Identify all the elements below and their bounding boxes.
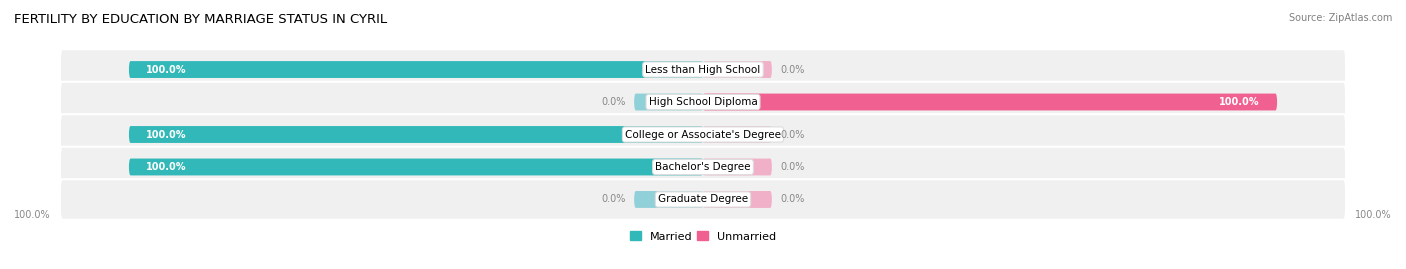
FancyBboxPatch shape: [703, 126, 772, 143]
FancyBboxPatch shape: [129, 126, 703, 143]
Text: High School Diploma: High School Diploma: [648, 97, 758, 107]
Text: FERTILITY BY EDUCATION BY MARRIAGE STATUS IN CYRIL: FERTILITY BY EDUCATION BY MARRIAGE STATU…: [14, 13, 387, 26]
Text: 100.0%: 100.0%: [146, 129, 187, 140]
Text: College or Associate's Degree: College or Associate's Degree: [626, 129, 780, 140]
Legend: Married, Unmarried: Married, Unmarried: [626, 227, 780, 246]
FancyBboxPatch shape: [60, 49, 1346, 90]
Text: 100.0%: 100.0%: [14, 210, 51, 220]
Text: Less than High School: Less than High School: [645, 65, 761, 75]
Text: 0.0%: 0.0%: [780, 162, 804, 172]
FancyBboxPatch shape: [703, 158, 772, 175]
FancyBboxPatch shape: [129, 158, 703, 175]
FancyBboxPatch shape: [703, 94, 1277, 111]
FancyBboxPatch shape: [634, 94, 703, 111]
Text: 0.0%: 0.0%: [602, 97, 626, 107]
FancyBboxPatch shape: [60, 82, 1346, 122]
Text: 100.0%: 100.0%: [146, 65, 187, 75]
Text: 0.0%: 0.0%: [602, 194, 626, 204]
FancyBboxPatch shape: [60, 147, 1346, 187]
FancyBboxPatch shape: [60, 179, 1346, 220]
FancyBboxPatch shape: [703, 61, 772, 78]
Text: 0.0%: 0.0%: [780, 65, 804, 75]
FancyBboxPatch shape: [60, 114, 1346, 155]
Text: 0.0%: 0.0%: [780, 129, 804, 140]
Text: 100.0%: 100.0%: [146, 162, 187, 172]
FancyBboxPatch shape: [129, 61, 703, 78]
FancyBboxPatch shape: [634, 191, 703, 208]
Text: Source: ZipAtlas.com: Source: ZipAtlas.com: [1288, 13, 1392, 23]
Text: 100.0%: 100.0%: [1219, 97, 1260, 107]
FancyBboxPatch shape: [703, 191, 772, 208]
Text: 0.0%: 0.0%: [780, 194, 804, 204]
Text: Bachelor's Degree: Bachelor's Degree: [655, 162, 751, 172]
Text: 100.0%: 100.0%: [1355, 210, 1392, 220]
Text: Graduate Degree: Graduate Degree: [658, 194, 748, 204]
